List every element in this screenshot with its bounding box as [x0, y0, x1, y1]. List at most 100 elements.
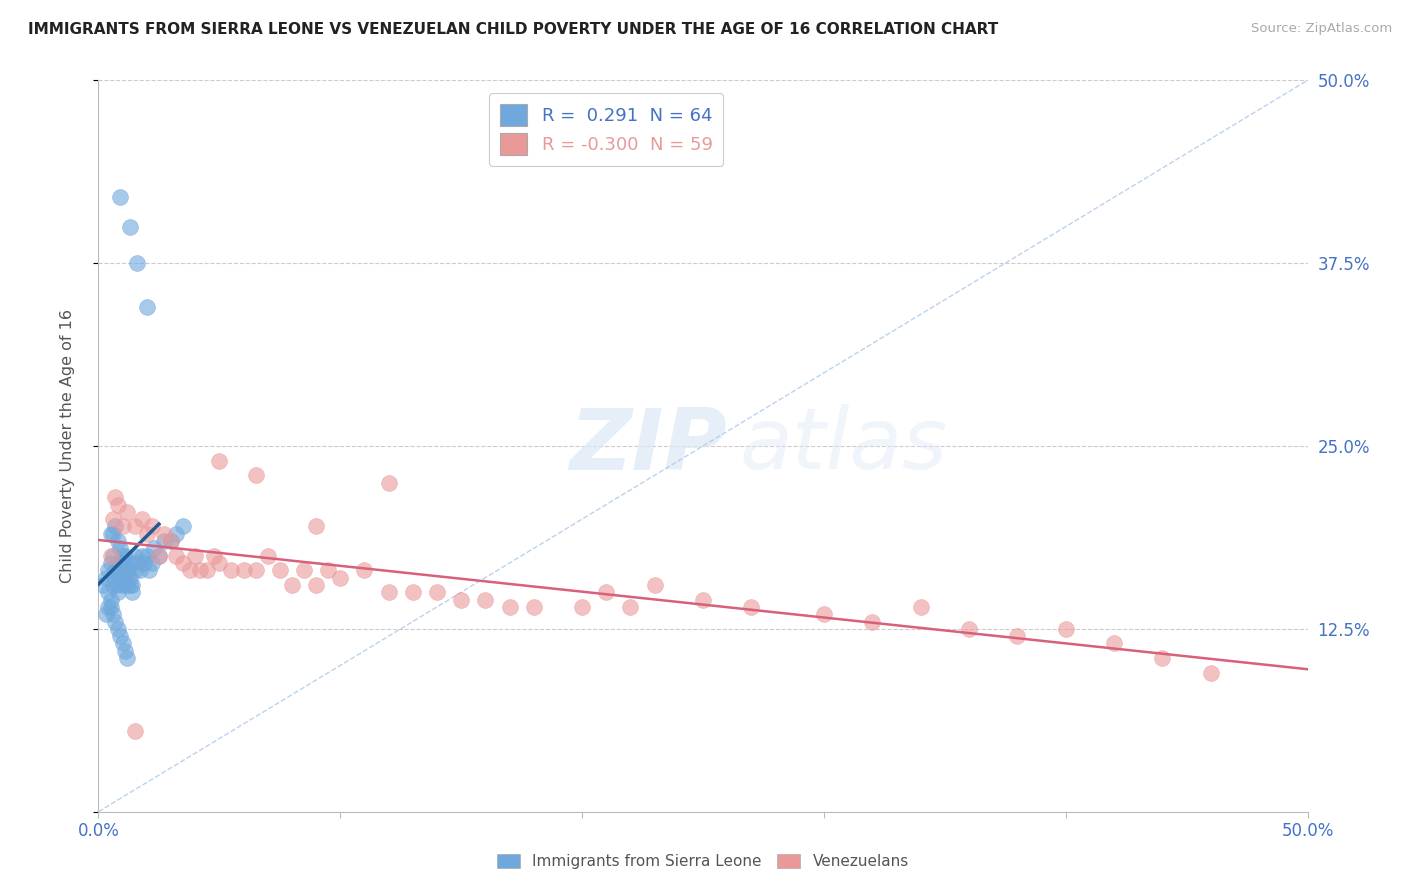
Point: [269, 563, 291, 577]
Text: Source: ZipAtlas.com: Source: ZipAtlas.com: [1251, 22, 1392, 36]
Point: [1199, 665, 1222, 680]
Legend: R =  0.291  N = 64, R = -0.300  N = 59: R = 0.291 N = 64, R = -0.300 N = 59: [489, 93, 723, 166]
Point: [104, 519, 127, 533]
Point: [111, 578, 134, 592]
Text: ZIP: ZIP: [569, 404, 727, 488]
Point: [107, 578, 129, 592]
Point: [172, 519, 194, 533]
Point: [523, 599, 546, 614]
Point: [165, 549, 187, 563]
Point: [118, 571, 141, 585]
Point: [100, 592, 122, 607]
Point: [305, 578, 328, 592]
Text: IMMIGRANTS FROM SIERRA LEONE VS VENEZUELAN CHILD POVERTY UNDER THE AGE OF 16 COR: IMMIGRANTS FROM SIERRA LEONE VS VENEZUEL…: [28, 22, 998, 37]
Point: [353, 563, 375, 577]
Point: [571, 599, 593, 614]
Point: [141, 519, 163, 533]
Point: [101, 549, 124, 563]
Point: [124, 724, 146, 739]
Point: [104, 615, 127, 629]
Point: [450, 592, 472, 607]
Point: [101, 512, 124, 526]
Point: [118, 556, 141, 570]
Point: [143, 541, 166, 556]
Point: [124, 549, 146, 563]
Point: [692, 592, 714, 607]
Point: [152, 534, 174, 549]
Point: [135, 526, 157, 541]
Point: [138, 563, 160, 577]
Point: [148, 549, 170, 563]
Point: [204, 549, 226, 563]
Point: [114, 571, 136, 585]
Point: [117, 578, 139, 592]
Point: [1102, 636, 1125, 650]
Point: [860, 615, 883, 629]
Point: [97, 599, 120, 614]
Point: [121, 578, 143, 592]
Point: [305, 519, 328, 533]
Point: [104, 563, 127, 577]
Point: [100, 556, 122, 570]
Point: [128, 563, 150, 577]
Point: [97, 563, 120, 577]
Point: [813, 607, 835, 622]
Point: [188, 563, 211, 577]
Point: [111, 519, 134, 533]
Point: [740, 599, 762, 614]
Point: [208, 556, 231, 570]
Point: [108, 190, 131, 204]
Point: [107, 585, 129, 599]
Point: [111, 549, 134, 563]
Point: [134, 556, 156, 570]
Legend: Immigrants from Sierra Leone, Venezuelans: Immigrants from Sierra Leone, Venezuelan…: [491, 848, 915, 875]
Point: [292, 563, 315, 577]
Point: [141, 556, 163, 570]
Point: [118, 578, 141, 592]
Point: [117, 651, 139, 665]
Point: [127, 256, 149, 270]
Point: [316, 563, 339, 577]
Point: [117, 505, 139, 519]
Point: [101, 607, 124, 622]
Point: [245, 468, 267, 483]
Point: [179, 563, 201, 577]
Point: [117, 563, 139, 577]
Point: [135, 300, 157, 314]
Point: [160, 534, 183, 549]
Point: [111, 563, 134, 577]
Point: [97, 585, 120, 599]
Point: [107, 622, 129, 636]
Point: [100, 549, 122, 563]
Point: [377, 585, 399, 599]
Text: atlas: atlas: [740, 404, 948, 488]
Point: [124, 519, 146, 533]
Point: [195, 563, 218, 577]
Point: [957, 622, 980, 636]
Point: [100, 526, 122, 541]
Point: [124, 563, 146, 577]
Point: [108, 571, 131, 585]
Point: [1007, 629, 1029, 643]
Point: [114, 549, 136, 563]
Point: [104, 490, 127, 504]
Point: [160, 534, 183, 549]
Point: [108, 563, 131, 577]
Point: [107, 556, 129, 570]
Point: [232, 563, 254, 577]
Point: [281, 578, 304, 592]
Point: [100, 599, 122, 614]
Point: [172, 556, 194, 570]
Point: [108, 541, 131, 556]
Point: [256, 549, 278, 563]
Point: [121, 585, 143, 599]
Point: [148, 549, 170, 563]
Point: [104, 571, 127, 585]
Point: [221, 563, 243, 577]
Point: [135, 549, 157, 563]
Point: [118, 219, 141, 234]
Point: [114, 556, 136, 570]
Point: [910, 599, 932, 614]
Point: [111, 636, 134, 650]
Point: [498, 599, 520, 614]
